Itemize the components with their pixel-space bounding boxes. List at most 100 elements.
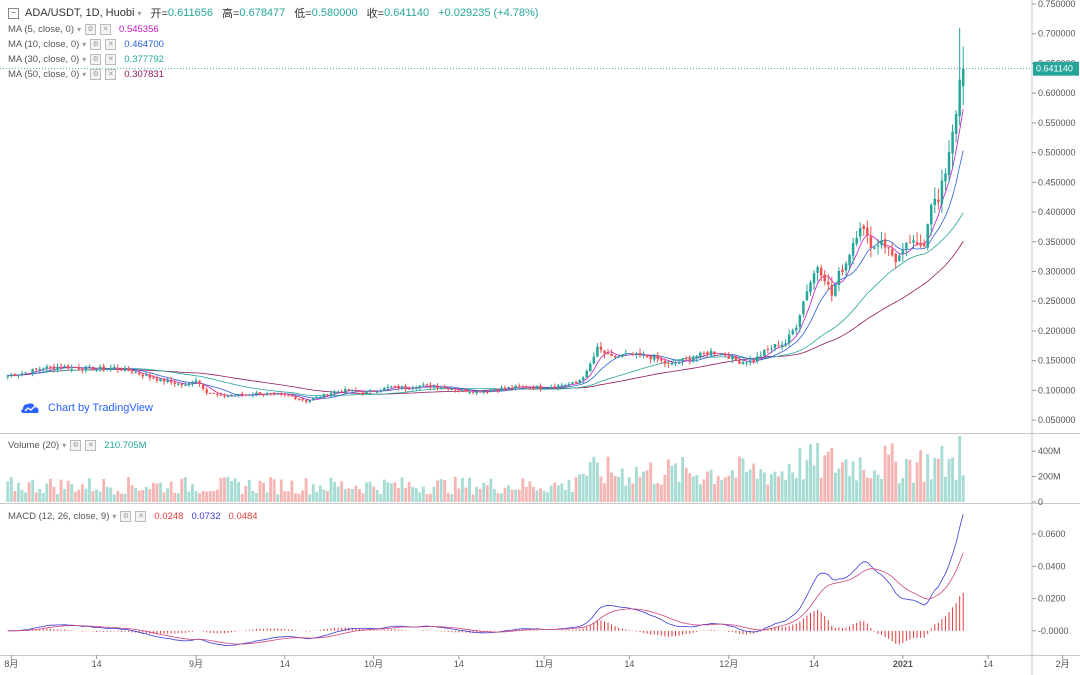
candle-body: [670, 362, 674, 365]
volume-bar: [159, 482, 162, 502]
settings-icon[interactable]: ⚙: [70, 440, 82, 451]
close-value: 0.641140: [384, 7, 430, 19]
candle-body: [422, 384, 425, 386]
settings-icon[interactable]: ⚙: [90, 39, 102, 50]
candle-body: [606, 353, 610, 355]
candle-body: [738, 360, 741, 364]
ma30-line: [7, 212, 964, 397]
candle-body: [628, 353, 631, 355]
volume-bar: [294, 493, 297, 502]
chevron-down-icon[interactable]: ▾: [137, 8, 142, 18]
candle-body: [635, 353, 638, 355]
candle-body: [766, 348, 770, 350]
chevron-down-icon[interactable]: ▾: [62, 441, 67, 450]
volume-bar: [798, 447, 802, 502]
volume-bar: [706, 471, 709, 502]
volume-bar: [404, 487, 408, 502]
tradingview-branding[interactable]: Chart by TradingView: [20, 402, 153, 414]
volume-bar: [478, 488, 482, 502]
open-label: 开=: [150, 8, 168, 20]
candle-body: [716, 354, 720, 356]
volume-bar: [844, 459, 848, 502]
volume-bar: [961, 475, 965, 502]
time-tick-label: 14: [454, 659, 464, 669]
candle-body: [91, 366, 95, 371]
candle-body: [262, 394, 265, 396]
symbol-title[interactable]: ADA/USDT, 1D, Huobi: [25, 7, 135, 19]
chevron-down-icon[interactable]: ▾: [82, 70, 87, 79]
volume-bar: [155, 483, 159, 502]
close-icon[interactable]: ✕: [85, 440, 97, 451]
volume-bar: [475, 486, 479, 502]
volume-bar: [865, 477, 869, 502]
candle-body: [574, 381, 578, 384]
volume-bar: [38, 489, 42, 502]
volume-bar: [80, 484, 84, 502]
candle-body: [17, 374, 20, 376]
chevron-down-icon[interactable]: ▾: [82, 55, 87, 64]
volume-bar: [873, 470, 876, 502]
candle-body: [56, 366, 59, 370]
settings-icon[interactable]: ⚙: [90, 69, 102, 80]
settings-icon[interactable]: ⚙: [120, 511, 132, 522]
candle-body: [780, 344, 784, 348]
candle-body: [947, 151, 951, 175]
volume-bar: [933, 457, 937, 502]
volume-bar: [457, 488, 461, 502]
candle-body: [233, 395, 237, 397]
candle-body: [493, 390, 496, 392]
ma10-legend[interactable]: MA (10, close, 0) ▾ ⚙ ✕ 0.464700: [8, 39, 164, 50]
volume-bar: [954, 479, 958, 502]
volume-bar: [649, 462, 653, 502]
settings-icon[interactable]: ⚙: [85, 24, 97, 35]
volume-bar: [254, 493, 258, 502]
close-icon[interactable]: ✕: [105, 69, 117, 80]
volume-bar: [109, 487, 113, 502]
candle-body: [926, 224, 929, 248]
ma5-legend[interactable]: MA (5, close, 0) ▾ ⚙ ✕ 0.545356: [8, 24, 159, 35]
candle-body: [34, 368, 38, 370]
candle-body: [621, 354, 624, 357]
symbol-header: − ADA/USDT, 1D, Huobi ▾ 开= 0.611656 高= 0.6…: [8, 5, 538, 21]
volume-bar: [801, 479, 805, 502]
close-icon[interactable]: ✕: [105, 54, 117, 65]
candle-body: [890, 249, 894, 256]
candle-body: [400, 386, 404, 389]
volume-bar: [489, 478, 493, 502]
price-tick-label: 0.350000: [1038, 237, 1076, 247]
candle-body: [31, 369, 34, 373]
candle-body: [74, 367, 77, 369]
collapse-icon[interactable]: −: [8, 7, 19, 19]
low-label: 低=: [294, 8, 312, 20]
volume-legend[interactable]: Volume (20) ▾ ⚙ ✕ 210.705M: [8, 440, 147, 451]
volume-bar: [887, 454, 891, 502]
volume-bar: [851, 461, 855, 502]
volume-bar: [912, 482, 915, 502]
candle-body: [784, 343, 787, 346]
chevron-down-icon[interactable]: ▾: [82, 40, 87, 49]
candle-body: [145, 375, 148, 377]
close-icon[interactable]: ✕: [100, 24, 112, 35]
chevron-down-icon[interactable]: ▾: [77, 25, 82, 34]
volume-bar: [276, 494, 280, 502]
close-icon[interactable]: ✕: [135, 511, 147, 522]
candle-body: [116, 367, 120, 370]
volume-bar: [645, 470, 649, 502]
settings-icon[interactable]: ⚙: [90, 54, 102, 65]
ma50-legend[interactable]: MA (50, close, 0) ▾ ⚙ ✕ 0.307831: [8, 69, 164, 80]
volume-bar: [521, 478, 525, 502]
candle-body: [333, 391, 336, 394]
ma30-legend[interactable]: MA (30, close, 0) ▾ ⚙ ✕ 0.377792: [8, 54, 164, 65]
close-icon[interactable]: ✕: [105, 39, 117, 50]
volume-bar: [56, 493, 59, 502]
volume-bar: [524, 486, 528, 502]
volume-bar: [63, 488, 67, 502]
volume-bar: [414, 488, 418, 502]
macd-legend[interactable]: MACD (12, 26, close, 9) ▾ ⚙ ✕ 0.0248 0.073…: [8, 511, 258, 522]
chevron-down-icon[interactable]: ▾: [112, 512, 117, 521]
candle-body: [755, 356, 759, 362]
volume-bar: [105, 486, 109, 502]
candle-body: [905, 243, 908, 249]
volume-bar: [567, 480, 571, 502]
